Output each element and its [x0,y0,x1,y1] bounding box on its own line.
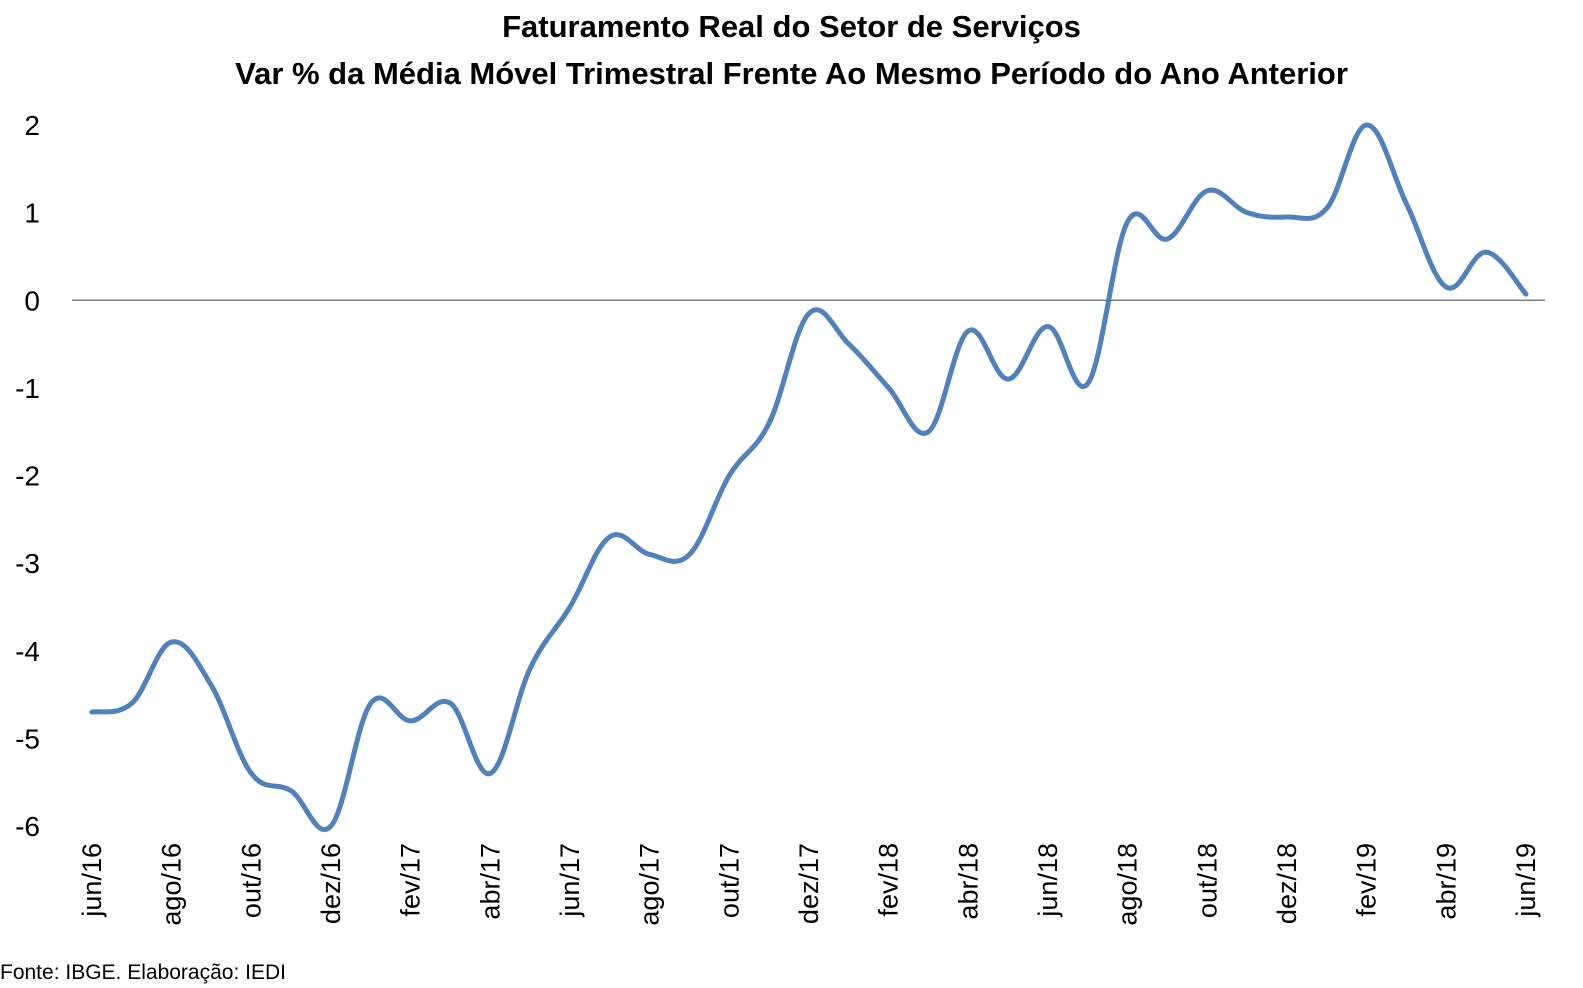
x-tick-label: fev/18 [874,843,904,917]
chart-title: Faturamento Real do Setor de Serviços [502,9,1081,44]
x-tick-label: ago/18 [1113,843,1143,926]
x-tick-label: out/16 [236,843,266,918]
x-tick-label: dez/17 [794,843,824,924]
x-tick-label: jun/19 [1511,843,1541,918]
y-tick-label: 0 [24,285,40,316]
x-tick-label: jun/17 [555,843,585,918]
source-note: Fonte: IBGE. Elaboração: IEDI [0,961,286,984]
y-tick-label: -6 [15,811,40,842]
y-tick-label: -2 [15,461,40,492]
y-axis: 2 1 0 -1 -2 -3 -4 -5 -6 [15,110,40,842]
x-tick-label: jun/18 [1033,843,1063,918]
x-tick-label: out/17 [714,843,744,918]
y-tick-label: -5 [15,723,40,754]
chart-subtitle: Var % da Média Móvel Trimestral Frente A… [235,56,1348,91]
x-tick-label: ago/17 [635,843,665,926]
x-tick-label: ago/16 [157,843,187,926]
x-tick-label: jun/16 [77,843,107,918]
x-tick-label: dez/18 [1272,843,1302,924]
y-tick-label: -3 [15,548,40,579]
y-tick-label: -1 [15,373,40,404]
x-tick-label: dez/16 [316,843,346,924]
y-tick-label: -4 [15,636,40,667]
y-tick-label: 2 [24,110,40,141]
x-tick-label: fev/19 [1352,843,1382,917]
x-tick-label: abr/19 [1431,843,1461,920]
x-tick-label: abr/18 [953,843,983,920]
x-tick-label: fev/17 [396,843,426,917]
series-line [89,122,1529,832]
x-axis: jun/16 ago/16 out/16 dez/16 fev/17 abr/17 jun/… [77,843,1541,926]
y-tick-label: 1 [24,198,40,229]
x-tick-label: out/18 [1192,843,1222,918]
x-tick-label: abr/17 [475,843,505,920]
